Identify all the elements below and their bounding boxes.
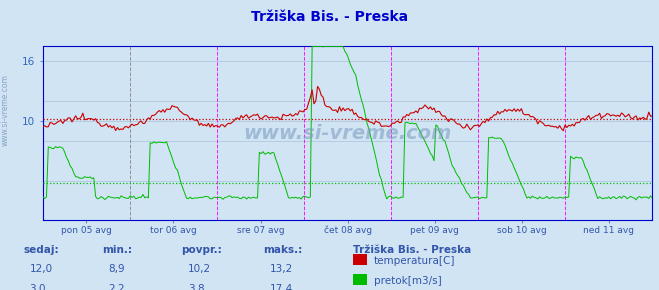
Text: 17,4: 17,4 (270, 284, 293, 290)
Text: sedaj:: sedaj: (23, 245, 59, 255)
Text: Tržiška Bis. - Preska: Tržiška Bis. - Preska (353, 245, 471, 255)
Text: 2,2: 2,2 (109, 284, 125, 290)
Text: Tržiška Bis. - Preska: Tržiška Bis. - Preska (251, 10, 408, 24)
Text: www.si-vreme.com: www.si-vreme.com (1, 74, 10, 146)
Text: 8,9: 8,9 (109, 264, 125, 274)
Text: 3,8: 3,8 (188, 284, 204, 290)
Text: 13,2: 13,2 (270, 264, 293, 274)
Text: 3,0: 3,0 (30, 284, 46, 290)
Text: povpr.:: povpr.: (181, 245, 222, 255)
Text: temperatura[C]: temperatura[C] (374, 256, 455, 266)
Text: min.:: min.: (102, 245, 132, 255)
Text: maks.:: maks.: (264, 245, 303, 255)
Text: pretok[m3/s]: pretok[m3/s] (374, 276, 442, 286)
Text: www.si-vreme.com: www.si-vreme.com (243, 124, 452, 143)
Text: 10,2: 10,2 (188, 264, 211, 274)
Text: 12,0: 12,0 (30, 264, 53, 274)
